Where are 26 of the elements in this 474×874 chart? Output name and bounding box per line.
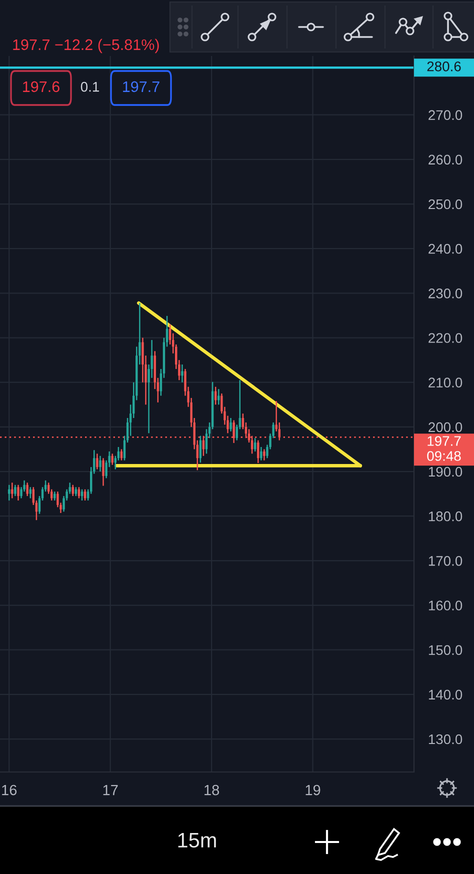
y-tick-label: 200.0 bbox=[428, 422, 462, 432]
y-tick-label: 230.0 bbox=[428, 288, 462, 298]
y-tick-label: 130.0 bbox=[428, 734, 462, 744]
y-tick-label: 250.0 bbox=[428, 199, 462, 210]
annotation: 0.1 bbox=[80, 82, 99, 92]
x-tick-label: 19 bbox=[306, 784, 320, 796]
x-tick-label: 18 bbox=[204, 784, 220, 796]
x-tick-label: 16 bbox=[2, 784, 17, 796]
y-tick-label: 210.0 bbox=[428, 378, 462, 388]
annotation: 197.7 bbox=[123, 81, 160, 92]
y-tick-label: 160.0 bbox=[428, 600, 462, 610]
y-tick-label: 260.0 bbox=[428, 154, 462, 165]
ref-line-label: 197.7 09:48 bbox=[427, 436, 461, 461]
y-tick-label: 240.0 bbox=[428, 244, 462, 254]
y-tick-label: 180.0 bbox=[428, 511, 462, 522]
y-tick-label: 190.0 bbox=[428, 466, 462, 477]
y-tick-label: 220.0 bbox=[428, 333, 462, 343]
x-tick-label: 17 bbox=[103, 785, 118, 796]
text: 15m bbox=[178, 833, 216, 848]
y-tick-label: 140.0 bbox=[428, 690, 462, 700]
ref-line-label: 280.6 bbox=[427, 61, 461, 72]
y-tick-label: 170.0 bbox=[428, 556, 462, 566]
y-tick-label: 270.0 bbox=[428, 110, 462, 120]
y-tick-label: 150.0 bbox=[428, 645, 462, 656]
annotation: 197.6 bbox=[23, 81, 60, 92]
chart-subtitle: 197.7 −12.2 (−5.81%) bbox=[13, 38, 159, 54]
